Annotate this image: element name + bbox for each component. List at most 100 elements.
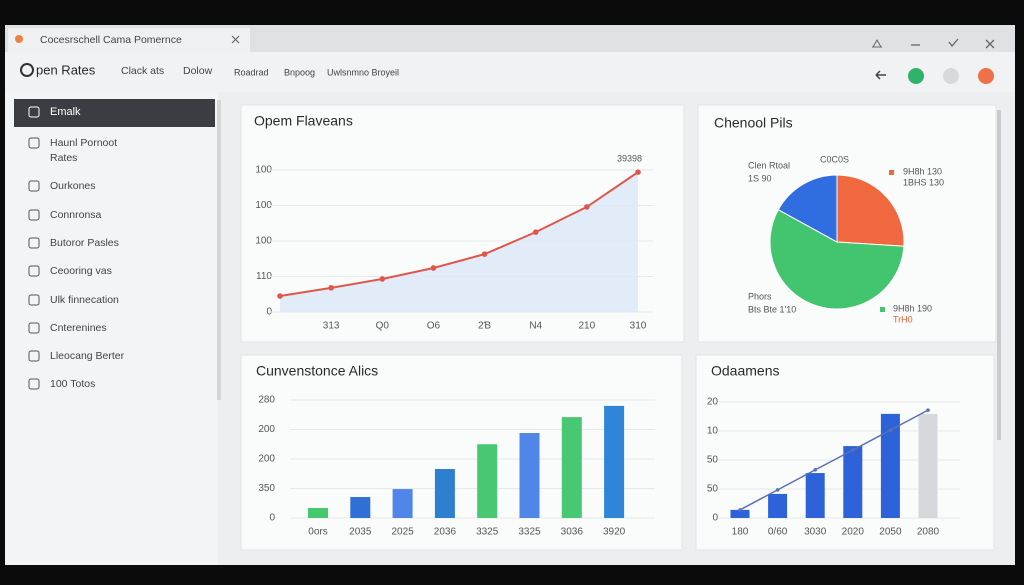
sidebar-icon <box>28 322 40 334</box>
sidebar-icon <box>28 180 40 192</box>
sidebar-item[interactable]: Cnterenines <box>50 322 107 334</box>
tab-icon <box>15 35 23 43</box>
sidebar-item-active[interactable] <box>14 99 215 127</box>
x-tick-label: Q0 <box>376 321 390 332</box>
bar <box>519 433 540 518</box>
sidebar-icon <box>28 294 40 306</box>
bar <box>843 446 863 518</box>
y-tick-label: 50 <box>707 484 719 495</box>
x-tick-label: 2036 <box>434 527 457 538</box>
menu-item[interactable]: Clack ats <box>121 65 164 77</box>
bar <box>561 417 582 518</box>
trend-line <box>739 409 929 511</box>
sidebar-item[interactable]: Rates <box>50 152 77 164</box>
x-tick-label: 0ors <box>308 527 327 538</box>
trend-point <box>888 428 893 432</box>
legend-swatch <box>880 307 885 312</box>
point <box>277 293 283 299</box>
annotation: Phors <box>748 291 772 301</box>
tab-close[interactable] <box>231 35 240 44</box>
x-tick-label: 313 <box>323 321 340 332</box>
y-tick-label: 100 <box>255 200 272 211</box>
annotation: Bts Bte 1'10 <box>748 304 796 314</box>
sidebar-item[interactable]: Butoror Pasles <box>50 237 119 249</box>
trend-point <box>738 508 742 512</box>
tab[interactable] <box>8 28 250 52</box>
bar <box>768 493 788 518</box>
main-scrollbar[interactable] <box>997 110 1001 440</box>
x-tick-label: 2080 <box>917 527 940 538</box>
window-maximize[interactable] <box>948 38 959 48</box>
back-button[interactable] <box>875 70 886 80</box>
sidebar <box>5 92 218 565</box>
x-tick-label: 3030 <box>804 527 827 538</box>
chart-title: Chenool Pils <box>714 115 793 131</box>
tab-title: Cocesrschell Cama Pomernce <box>40 34 182 46</box>
legend-swatch <box>889 170 894 175</box>
window-close[interactable] <box>985 39 995 49</box>
x-tick-label: 2035 <box>349 527 372 538</box>
x-tick-label: 180 <box>732 527 749 538</box>
menu-item[interactable]: Dolow <box>183 65 213 77</box>
sidebar-menu: Emalk Haunl Pornoot Rates Ourkones Connronsa… <box>14 99 215 390</box>
sidebar-scrollbar[interactable] <box>217 100 221 400</box>
point <box>430 265 437 271</box>
sidebar-item[interactable]: Connronsa <box>50 209 102 221</box>
bar <box>477 444 498 518</box>
y-tick-label: 10 <box>707 426 719 437</box>
sidebar-item[interactable]: Ourkones <box>50 180 96 192</box>
toolbar-link[interactable]: Uwlsnmno Broyeil <box>327 67 399 77</box>
bar <box>308 507 328 518</box>
trend-point <box>926 408 930 412</box>
alert-button[interactable] <box>978 68 994 84</box>
x-tick-label: 2025 <box>391 527 414 538</box>
toolbar-link[interactable]: Bnpoog <box>284 67 315 77</box>
y-tick-label: 100 <box>255 236 272 247</box>
sidebar-item[interactable]: Lleocang Berter <box>50 350 125 362</box>
toolbar-link[interactable]: Roadrad <box>234 67 269 77</box>
sidebar-item[interactable]: Ulk finnecation <box>50 294 119 306</box>
annotation: 9H8h 130 <box>903 166 942 176</box>
bar <box>604 405 625 518</box>
sidebar-icon <box>28 350 40 362</box>
bar <box>918 413 938 518</box>
sidebar-item[interactable]: Emalk <box>50 106 81 118</box>
x-tick-label: 3325 <box>476 527 499 538</box>
annotation: 9H8h 190 <box>893 303 932 313</box>
window-pin[interactable] <box>872 38 882 48</box>
y-tick-label: 110 <box>256 271 272 282</box>
bar <box>392 489 413 518</box>
app-icon <box>20 63 34 77</box>
sidebar-item[interactable]: Haunl Pornoot <box>50 137 117 149</box>
x-tick-label: 310 <box>630 321 647 332</box>
app-title: pen Rates <box>36 62 96 77</box>
pie-slice <box>836 174 905 247</box>
sidebar-icon <box>28 209 40 221</box>
sidebar-icon <box>28 137 40 149</box>
annotation: Clen Rtoal <box>748 160 790 170</box>
point <box>584 204 590 210</box>
sidebar-icon <box>28 265 40 277</box>
x-tick-label: 2020 <box>842 527 865 538</box>
x-tick-label: 2050 <box>879 527 902 538</box>
pie-slice <box>777 174 838 243</box>
y-tick-label: 280 <box>258 395 275 406</box>
toolbar <box>5 52 1015 92</box>
point <box>481 251 488 257</box>
pie-slice <box>769 209 905 310</box>
x-tick-label: 3920 <box>603 527 626 538</box>
line <box>279 171 639 298</box>
bar <box>434 469 455 518</box>
point <box>532 229 539 235</box>
sidebar-item[interactable]: 100 Totos <box>50 378 95 390</box>
chart-title: Cunvenstonce Alics <box>256 363 378 379</box>
sidebar-item[interactable]: Ceooring vas <box>50 265 112 277</box>
point <box>379 276 386 282</box>
annotation: 39398 <box>617 153 642 163</box>
status-button[interactable] <box>908 68 924 84</box>
x-tick-label: 2Ɓ <box>478 321 492 332</box>
y-tick-label: 50 <box>707 455 719 466</box>
settings-button[interactable] <box>943 68 959 84</box>
